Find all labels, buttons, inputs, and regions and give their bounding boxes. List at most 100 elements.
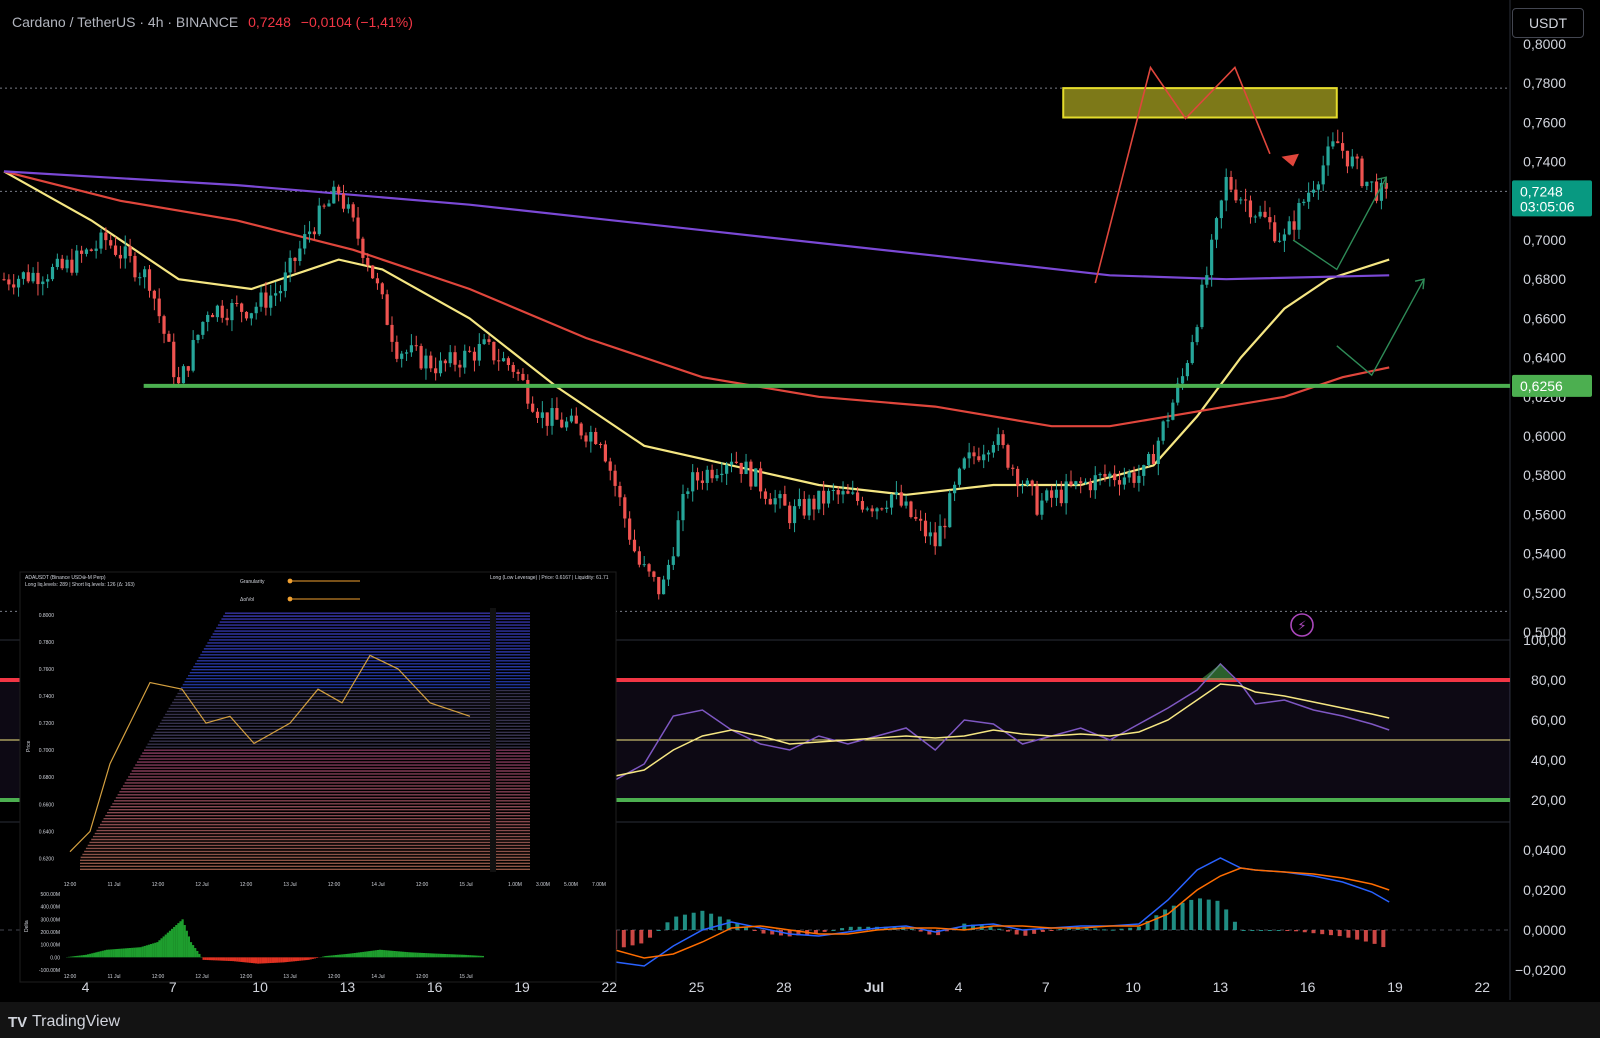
candle-up bbox=[438, 360, 443, 374]
inset-x-tick: 12:00 bbox=[64, 882, 77, 888]
candle-down bbox=[880, 508, 884, 510]
inset-x-tick: 11 Jul bbox=[108, 882, 121, 888]
candle-up bbox=[773, 498, 777, 505]
macd-line bbox=[614, 857, 1390, 967]
candle-down bbox=[972, 452, 976, 457]
time-axis: 4 7 10 13 16 19 22 25 28 Jul 4 7 10 13 16 19 22 bbox=[82, 979, 1491, 995]
candle-up bbox=[826, 490, 831, 504]
candle-up bbox=[681, 494, 685, 521]
price-tick-label: 0,5600 bbox=[1523, 506, 1566, 522]
candle-down bbox=[26, 272, 30, 282]
candle-up bbox=[1142, 465, 1146, 476]
rsi-tick-label: 60,00 bbox=[1531, 712, 1566, 728]
macd-tick-label: 0,0400 bbox=[1523, 842, 1566, 858]
candle-down bbox=[783, 494, 787, 506]
candle-up bbox=[327, 203, 331, 207]
candle-up bbox=[254, 306, 258, 314]
candle-up bbox=[792, 506, 797, 524]
candle-up bbox=[991, 444, 995, 453]
inset-x-tick: 14 Jul bbox=[371, 882, 384, 888]
macd-histogram-bar bbox=[1294, 930, 1299, 932]
candle-up bbox=[1045, 490, 1049, 501]
candle-down bbox=[7, 279, 11, 285]
candle-up bbox=[75, 250, 79, 273]
macd-histogram-bar bbox=[1014, 930, 1019, 935]
macd-histogram-bar bbox=[656, 930, 661, 931]
last-price-tag bbox=[1512, 180, 1592, 217]
candle-up bbox=[1311, 189, 1316, 193]
candle-down bbox=[647, 564, 651, 572]
candle-up bbox=[1093, 475, 1097, 491]
candle-up bbox=[778, 494, 782, 499]
inset-y-tick: 0.7800 bbox=[39, 640, 55, 646]
macd-histogram-bar bbox=[735, 922, 740, 930]
candle-down bbox=[118, 254, 122, 259]
macd-histogram-bar bbox=[944, 930, 949, 932]
macd-histogram-bar bbox=[639, 930, 644, 944]
candle-up bbox=[676, 520, 680, 557]
candle-up bbox=[851, 492, 855, 494]
inset-x-tick: 12:00 bbox=[152, 882, 165, 888]
macd-histogram-bar bbox=[1285, 930, 1290, 931]
inset-delta-x-tick: 11 Jul bbox=[108, 974, 121, 980]
candle-up bbox=[1239, 199, 1243, 201]
candle-down bbox=[1079, 481, 1083, 484]
candle-up bbox=[55, 258, 59, 267]
candle-up bbox=[817, 490, 821, 510]
macd-histogram-bar bbox=[1145, 921, 1150, 930]
candle-down bbox=[739, 462, 743, 475]
candle-down bbox=[535, 411, 540, 418]
macd-histogram-bar bbox=[1101, 929, 1106, 931]
candle-up bbox=[1224, 176, 1228, 201]
candle-up bbox=[50, 266, 55, 280]
candle-up bbox=[404, 352, 409, 354]
candle-down bbox=[419, 346, 423, 369]
macd-histogram-bar bbox=[1381, 930, 1386, 948]
candle-down bbox=[623, 497, 627, 519]
price-tick-label: 0,8000 bbox=[1523, 36, 1566, 52]
candle-up bbox=[589, 431, 593, 442]
candle-up bbox=[894, 492, 898, 495]
candle-down bbox=[1263, 211, 1267, 218]
currency-button[interactable]: USDT bbox=[1512, 8, 1584, 38]
candle-up bbox=[1180, 376, 1185, 384]
tradingview-brand: TradingView bbox=[32, 1013, 121, 1030]
macd-tick-label: −0,0200 bbox=[1515, 962, 1566, 978]
candle-down bbox=[1360, 158, 1364, 187]
rsi-overbought-fill bbox=[1200, 664, 1235, 680]
candle-up bbox=[1064, 481, 1068, 504]
candle-down bbox=[60, 258, 64, 269]
candle-up bbox=[831, 490, 835, 492]
candle-down bbox=[1035, 485, 1039, 515]
candle-up bbox=[1287, 221, 1291, 235]
candle-down bbox=[497, 360, 501, 362]
macd-histogram-bar bbox=[1337, 930, 1342, 937]
candle-down bbox=[1113, 473, 1117, 481]
candle-down bbox=[749, 461, 753, 487]
candle-down bbox=[977, 456, 981, 461]
candle-down bbox=[366, 257, 370, 266]
candle-up bbox=[1282, 234, 1286, 241]
candle-up bbox=[65, 259, 69, 269]
inset-title: ADAUSDT (Binance USD⊕-M Perp) bbox=[25, 575, 106, 581]
candle-down bbox=[468, 350, 472, 352]
inset-delta-x-tick: 14 Jul bbox=[371, 974, 384, 980]
inset-delta-x-tick: 12:00 bbox=[416, 974, 429, 980]
candle-up bbox=[865, 508, 869, 510]
candle-up bbox=[962, 458, 966, 469]
candle-up bbox=[565, 421, 569, 428]
candle-up bbox=[274, 293, 278, 296]
time-tick-label: 25 bbox=[689, 979, 705, 995]
macd-histogram-bar bbox=[691, 912, 696, 930]
candle-up bbox=[1020, 485, 1025, 487]
scenario-arrowhead bbox=[1414, 278, 1425, 290]
candle-up bbox=[1258, 211, 1262, 217]
candle-down bbox=[846, 491, 850, 494]
macd-histogram-bar bbox=[770, 930, 775, 935]
candle-up bbox=[986, 452, 991, 455]
macd-histogram-bar bbox=[1302, 930, 1307, 933]
inset-x-tick: 12:00 bbox=[240, 882, 253, 888]
candle-up bbox=[501, 358, 506, 362]
time-tick-label: 16 bbox=[1300, 979, 1316, 995]
